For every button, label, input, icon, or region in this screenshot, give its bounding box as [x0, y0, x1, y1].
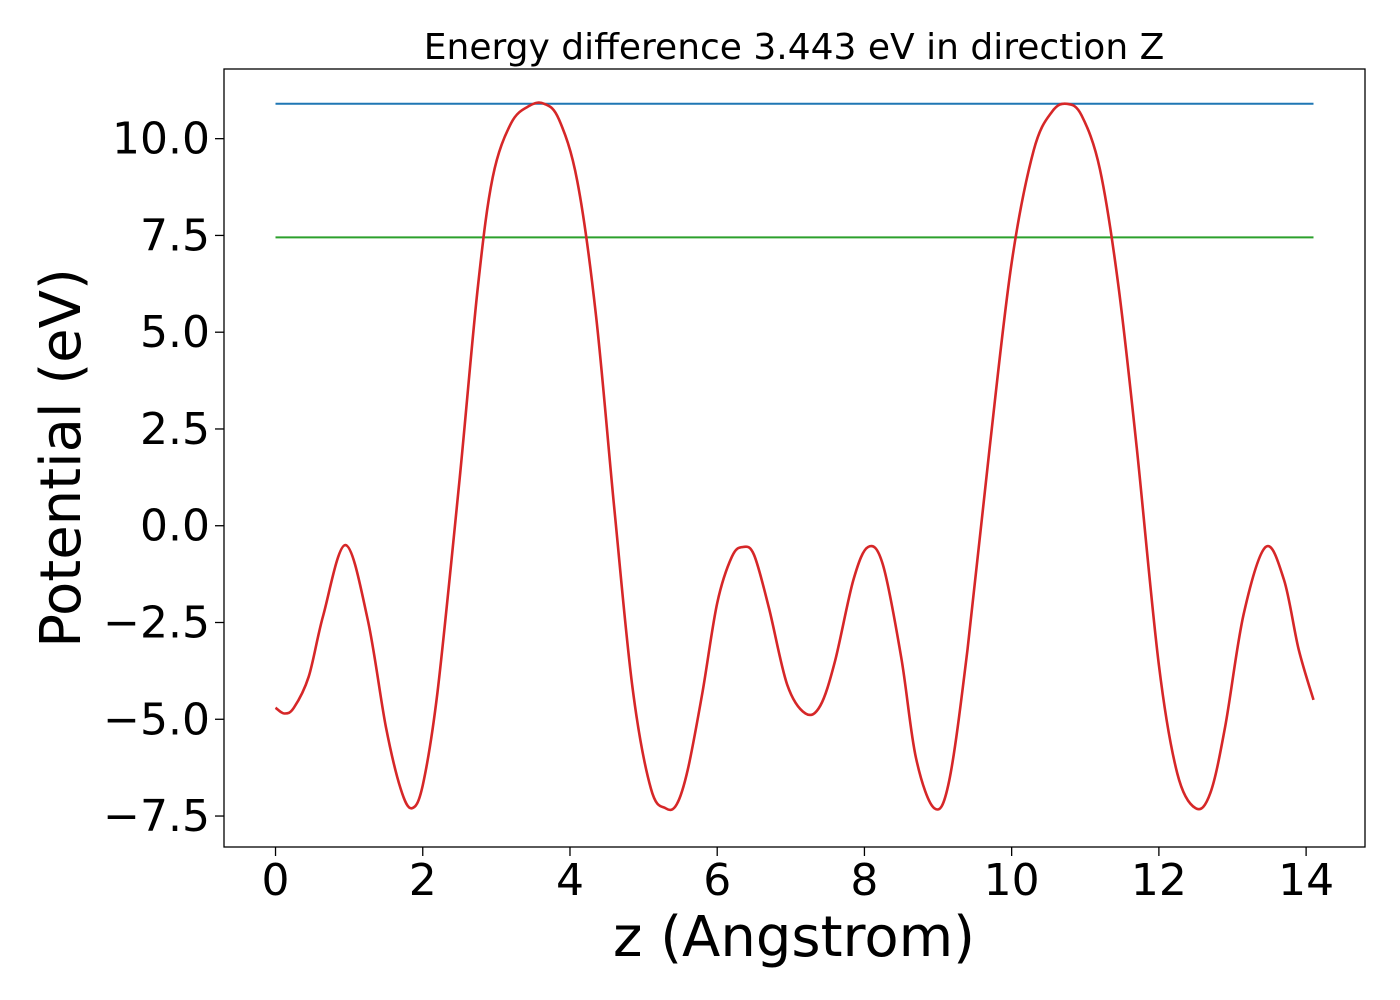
x-axis: 0 2 4 6 8 10 12 14	[262, 847, 1334, 906]
y-tick-label: 0.0	[140, 501, 210, 552]
x-tick-label: 0	[262, 855, 290, 906]
x-tick-label: 4	[556, 855, 584, 906]
plot-area	[223, 68, 1366, 848]
potential-curve	[274, 101, 1315, 812]
y-axis-label: Potential (eV)	[29, 268, 94, 648]
x-tick-label: 6	[703, 855, 731, 906]
y-axis: −7.5 −5.0 −2.5 0.0 2.5 5.0 7.5 10.0	[103, 114, 224, 842]
y-tick-label: 2.5	[140, 404, 210, 455]
series-layer	[274, 101, 1315, 812]
y-tick-label: 10.0	[112, 114, 210, 165]
y-tick-label: −7.5	[103, 791, 210, 842]
y-tick-label: −2.5	[103, 598, 210, 649]
x-tick-label: 10	[984, 855, 1040, 906]
x-tick-label: 2	[409, 855, 437, 906]
x-tick-label: 12	[1131, 855, 1187, 906]
y-tick-label: 7.5	[140, 210, 210, 261]
x-axis-label: z (Angstrom)	[613, 905, 975, 970]
y-tick-label: 5.0	[140, 307, 210, 358]
y-tick-label: −5.0	[103, 694, 210, 745]
chart-title: Energy difference 3.443 eV in direction …	[424, 27, 1165, 68]
x-tick-label: 8	[850, 855, 878, 906]
x-tick-label: 14	[1278, 855, 1334, 906]
